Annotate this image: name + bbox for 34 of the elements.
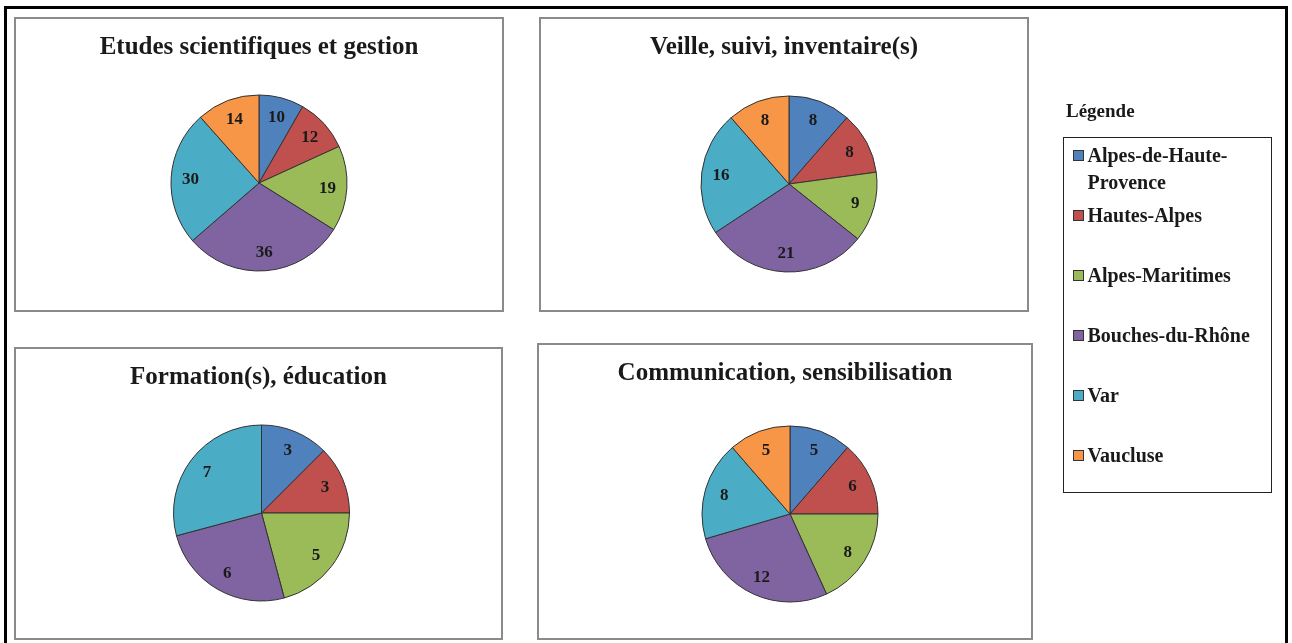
data-label: 6	[222, 562, 232, 582]
data-label: 30	[182, 169, 199, 189]
data-label: 7	[202, 461, 212, 481]
data-label: 8	[808, 110, 818, 130]
data-label: 16	[712, 165, 730, 185]
data-label: 3	[320, 477, 330, 497]
legend-label: Var	[1087, 383, 1120, 408]
data-label: 21	[777, 243, 795, 263]
data-label: 8	[760, 110, 770, 130]
data-label: 12	[301, 127, 319, 147]
data-label: 6	[848, 475, 857, 495]
data-label: 8	[845, 141, 854, 161]
data-label: 19	[319, 177, 336, 197]
chart-title: Etudes scientifiques et gestion	[99, 32, 419, 59]
legend-label: Vaucluse	[1087, 443, 1165, 468]
data-label: 36	[255, 241, 273, 261]
legend-label: Alpes-de-Haute-Provence	[1087, 143, 1229, 195]
data-label: 5	[809, 440, 819, 460]
data-label: 3	[283, 440, 293, 460]
data-label: 5	[311, 545, 321, 565]
chart-title: Formation(s), éducation	[130, 362, 387, 389]
data-label: 5	[761, 440, 771, 460]
chart-title: Communication, sensibilisation	[617, 358, 953, 385]
legend-label: Bouches-du-Rhône	[1087, 323, 1251, 348]
legend-label: Hautes-Alpes	[1087, 203, 1203, 229]
data-label: 10	[268, 107, 286, 127]
legend-label: Alpes-Maritimes	[1087, 263, 1232, 289]
data-label: 8	[843, 541, 852, 561]
data-label: 14	[226, 109, 244, 129]
legend-title: Légende	[1066, 100, 1135, 121]
chart-title: Veille, suivi, inventaire(s)	[649, 32, 919, 59]
data-label: 12	[752, 566, 770, 586]
data-label: 8	[719, 485, 729, 505]
data-label: 9	[850, 192, 860, 212]
